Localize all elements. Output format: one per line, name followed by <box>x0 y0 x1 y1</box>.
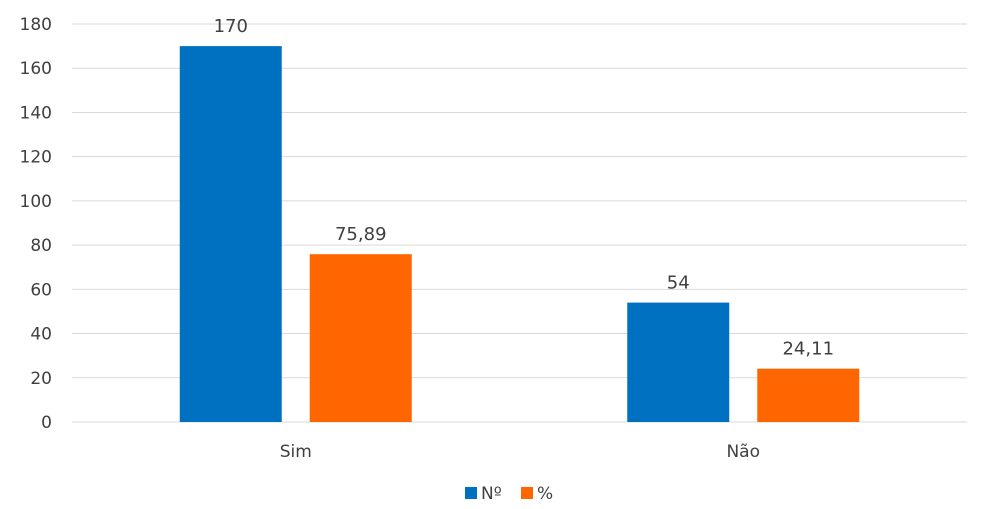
data-labels: 170 75,89 54 24,11 <box>214 16 834 360</box>
legend-swatch <box>465 487 477 499</box>
y-tick-label: 100 <box>20 192 52 212</box>
y-tick-label: 160 <box>20 59 52 79</box>
legend-swatch <box>521 487 533 499</box>
legend-label: Nº <box>481 484 502 504</box>
bar-no-series-0 <box>627 302 730 422</box>
x-axis-categories: Sim Não <box>280 442 760 462</box>
y-axis-ticks: 0 20 40 60 80 100 120 140 160 180 <box>20 15 52 433</box>
data-label: 24,11 <box>782 339 834 360</box>
x-category-label: Não <box>726 442 760 462</box>
y-tick-label: 60 <box>30 280 52 300</box>
y-tick-label: 80 <box>30 236 52 256</box>
bar-sim-series-0 <box>179 46 282 422</box>
data-label: 170 <box>214 16 248 37</box>
bars <box>179 46 860 422</box>
y-tick-label: 140 <box>20 103 52 123</box>
legend-label: % <box>537 484 553 504</box>
data-label: 54 <box>667 273 690 294</box>
bar-no-series-1 <box>757 368 860 422</box>
y-tick-label: 0 <box>41 413 52 433</box>
y-tick-label: 20 <box>30 369 52 389</box>
y-tick-label: 180 <box>20 15 52 35</box>
bar-sim-series-1 <box>309 254 412 422</box>
y-tick-label: 120 <box>20 148 52 168</box>
y-tick-label: 40 <box>30 325 52 345</box>
x-category-label: Sim <box>280 442 312 462</box>
data-label: 75,89 <box>335 224 387 245</box>
legend: Nº% <box>465 484 553 504</box>
